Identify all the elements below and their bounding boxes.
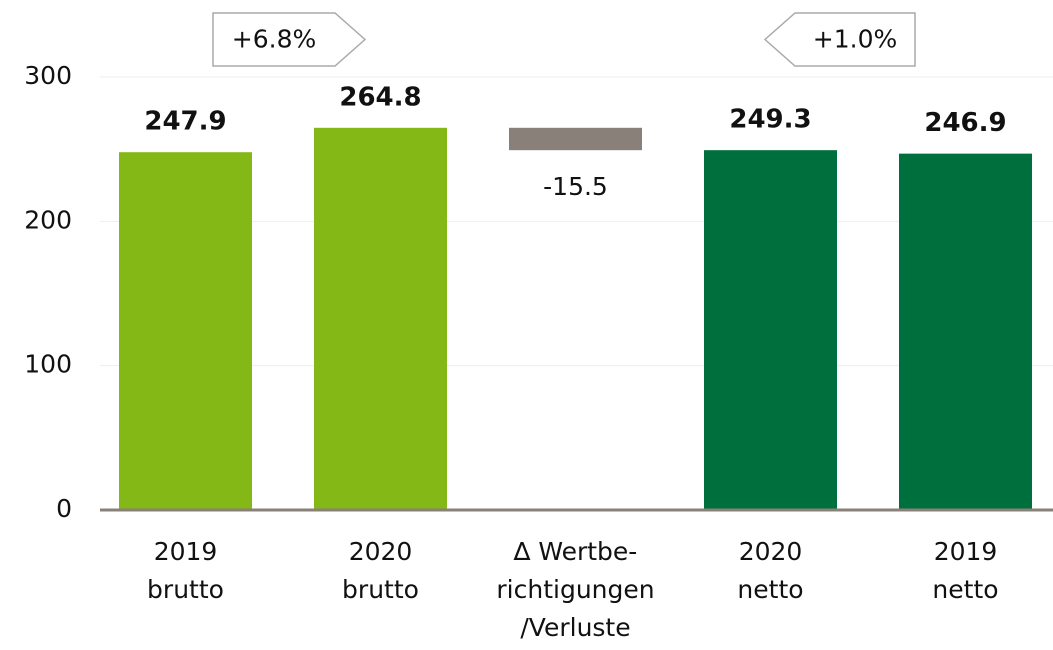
bar	[899, 153, 1032, 511]
x-tick-label: brutto	[342, 575, 419, 604]
annotation: +1.0%	[813, 25, 897, 54]
x-tick-label: /Verluste	[520, 613, 630, 642]
value-label: 264.8	[339, 82, 421, 112]
x-tick-label: brutto	[147, 575, 224, 604]
value-label: -15.5	[543, 172, 608, 201]
x-tick-label: 2020	[349, 537, 413, 566]
x-tick-label: 2019	[154, 537, 218, 566]
bar	[509, 127, 642, 151]
annotation-box	[212, 12, 367, 67]
bar	[314, 127, 447, 511]
y-tick-label: 100	[24, 350, 72, 379]
annotation: +6.8%	[232, 25, 316, 54]
x-tick-label: 2019	[934, 537, 998, 566]
value-label: 246.9	[924, 108, 1006, 138]
value-label: 247.9	[144, 107, 226, 137]
annotation-box	[763, 12, 916, 67]
y-tick-label: 0	[56, 494, 72, 523]
x-tick-label: richtigungen	[496, 575, 654, 604]
x-tick-label: netto	[932, 575, 998, 604]
y-tick-label: 200	[24, 205, 72, 234]
x-tick-label: netto	[737, 575, 803, 604]
x-tick-label: 2020	[739, 537, 803, 566]
value-label: 249.3	[729, 105, 811, 135]
y-tick-label: 300	[24, 61, 72, 90]
bar	[704, 150, 837, 510]
x-tick-label: ∆ Wertbe-	[513, 537, 638, 566]
bar	[119, 152, 252, 510]
